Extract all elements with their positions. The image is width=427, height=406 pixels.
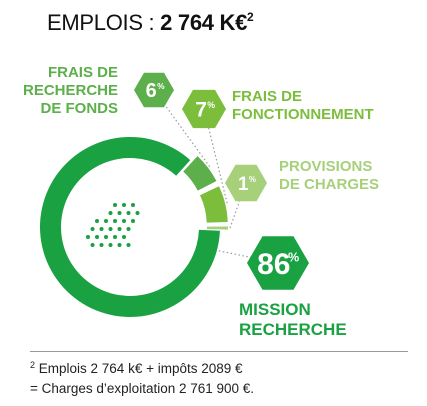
title-footnote-mark: 2 <box>247 10 254 24</box>
pattern-dot <box>108 243 113 247</box>
label-line: DE FONDS <box>40 100 118 117</box>
footnote-text-1: Emplois 2 764 k€ + impôts 2089 € <box>35 361 243 376</box>
label-frais-fonctionnement: FRAIS DE FONCTIONNEMENT <box>232 88 392 124</box>
pattern-dot <box>104 219 108 223</box>
hexagon-badge <box>182 89 226 129</box>
pattern-dot <box>122 203 126 207</box>
title-amount: 2 764 K€ <box>160 10 248 35</box>
pattern-dot <box>113 219 117 223</box>
label-mission-recherche: MISSION RECHERCHE <box>239 300 399 340</box>
pattern-dot <box>131 203 135 207</box>
label-line: RECHERCHE <box>239 320 347 339</box>
dot-pattern <box>86 203 140 247</box>
page-title: EMPLOIS : 2 764 K€2 <box>47 10 254 36</box>
label-line: DE CHARGES <box>279 176 380 193</box>
pattern-dot <box>113 203 117 207</box>
pattern-dot <box>126 227 131 231</box>
pattern-dot <box>95 219 99 223</box>
pattern-dot <box>95 235 99 239</box>
pattern-dot <box>99 243 104 247</box>
pattern-dot <box>108 227 113 231</box>
label-provisions-charges: PROVISIONS DE CHARGES <box>279 158 399 194</box>
pattern-dot <box>86 235 90 239</box>
label-line: PROVISIONS <box>279 158 373 175</box>
pattern-dot <box>113 235 117 239</box>
percent-sign: % <box>288 251 299 265</box>
donut-ring <box>39 136 228 317</box>
pattern-dot <box>90 243 95 247</box>
percent-label: 1 <box>238 174 249 195</box>
label-line: FRAIS DE <box>47 64 118 81</box>
pattern-dot <box>117 211 122 215</box>
hexagon-badge <box>134 72 174 108</box>
pattern-dot <box>126 211 131 215</box>
percent-sign: % <box>249 175 256 184</box>
percent-label: 6 <box>146 80 157 102</box>
label-line: FRAIS DE <box>232 88 303 105</box>
pattern-dot <box>122 219 126 223</box>
pattern-dot <box>117 243 122 247</box>
pattern-dot <box>135 211 140 215</box>
percent-badges: 86%6 %7 %1% <box>134 72 309 290</box>
footnote-divider <box>30 351 408 352</box>
percent-label: 7 <box>195 99 207 122</box>
pattern-dot <box>104 235 108 239</box>
percent-sign: % <box>157 81 165 91</box>
donut-slice <box>199 186 228 223</box>
pattern-dot <box>122 235 126 239</box>
pattern-dot <box>117 227 122 231</box>
pattern-dot <box>99 227 104 231</box>
donut-slice <box>206 226 228 230</box>
hexagon-badge <box>247 236 309 290</box>
percent-label: 86 <box>257 248 290 281</box>
percent-sign: % <box>207 100 215 110</box>
donut-slice <box>183 156 217 191</box>
hexagon-badge <box>225 164 267 202</box>
footnote-line-2: = Charges d’exploitation 2 761 900 €. <box>30 381 255 396</box>
label-line: RECHERCHE <box>22 82 118 99</box>
title-prefix: EMPLOIS : <box>47 10 161 35</box>
pattern-dot <box>126 243 131 247</box>
pattern-dot <box>108 211 113 215</box>
footnote-mark: 2 <box>30 360 36 370</box>
pattern-dot <box>90 227 95 231</box>
pattern-dot <box>131 219 135 223</box>
footnote-line-1: 2 Emplois 2 764 k€ + impôts 2089 € <box>30 360 243 376</box>
label-line: FONCTIONNEMENT <box>232 106 374 123</box>
donut-chart: 86%6 %7 %1% <box>39 72 309 317</box>
label-frais-recherche-fonds: FRAIS DE RECHERCHE DE FONDS <box>18 64 118 118</box>
label-line: MISSION <box>239 300 311 319</box>
